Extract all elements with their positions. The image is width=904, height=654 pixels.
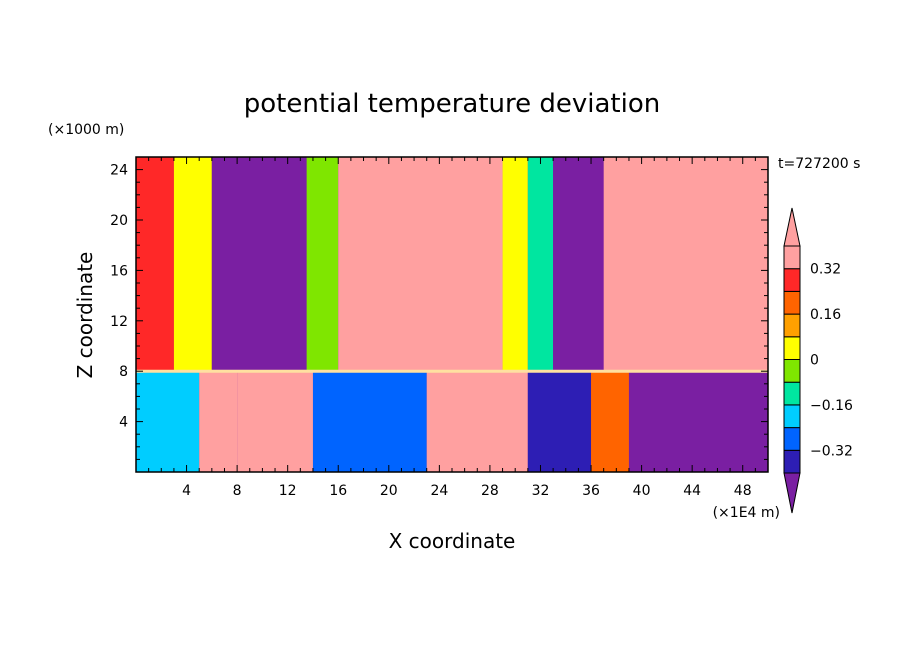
y-tick-label: 24 bbox=[110, 163, 128, 179]
y-axis-label: Z coordinate bbox=[73, 252, 97, 379]
upper-layer-region bbox=[338, 157, 503, 372]
lower-layer-region bbox=[312, 371, 427, 472]
lower-layer-region bbox=[628, 371, 768, 472]
colorbar: 0.32 0.16 0 −0.16 −0.32 bbox=[783, 207, 853, 514]
x-axis-label: X coordinate bbox=[389, 529, 516, 553]
colorbar-box bbox=[783, 268, 801, 292]
y-tick-label: 12 bbox=[110, 314, 128, 330]
colorbar-min-arrow bbox=[783, 472, 801, 514]
lower-layer-region bbox=[237, 371, 313, 472]
x-axis: 4 8 12 16 20 24 28 32 36 40 44 48 bbox=[148, 157, 756, 499]
colorbar-box bbox=[783, 404, 801, 429]
x-tick-label: 36 bbox=[582, 483, 600, 499]
contour-fill bbox=[136, 157, 768, 472]
y-tick-label: 16 bbox=[110, 263, 128, 279]
colorbar-label: 0 bbox=[810, 353, 819, 369]
x-tick-label: 16 bbox=[329, 483, 347, 499]
colorbar-label: 0.32 bbox=[810, 262, 841, 278]
y-axis: 4 8 12 16 20 24 bbox=[110, 163, 768, 460]
colorbar-box bbox=[783, 449, 801, 474]
upper-layer-region bbox=[527, 157, 554, 372]
x-tick-label: 28 bbox=[481, 483, 499, 499]
colorbar-box bbox=[783, 290, 801, 315]
colorbar-max-arrow bbox=[783, 207, 801, 247]
colorbar-box bbox=[783, 313, 801, 338]
lower-layer-region bbox=[591, 371, 629, 472]
y-tick-label: 8 bbox=[119, 364, 128, 380]
x-tick-label: 32 bbox=[532, 483, 550, 499]
upper-layer-region bbox=[502, 157, 528, 372]
lower-layer-region bbox=[199, 371, 238, 472]
y-unit-label: (×1000 m) bbox=[48, 122, 124, 138]
x-unit-label: (×1E4 m) bbox=[713, 505, 780, 521]
lower-layer-region bbox=[136, 371, 200, 472]
y-tick-label: 4 bbox=[119, 415, 128, 431]
y-tick-label: 20 bbox=[110, 213, 128, 229]
chart-title: potential temperature deviation bbox=[244, 89, 660, 119]
x-tick-label: 48 bbox=[734, 483, 752, 499]
colorbar-box bbox=[783, 245, 801, 270]
colorbar-box bbox=[783, 359, 801, 383]
colorbar-box bbox=[783, 427, 801, 451]
colorbar-label: −0.16 bbox=[810, 398, 853, 414]
x-tick-label: 20 bbox=[380, 483, 398, 499]
x-tick-label: 4 bbox=[182, 483, 191, 499]
time-label: t=727200 s bbox=[778, 156, 860, 172]
upper-layer-region bbox=[603, 157, 768, 372]
colorbar-label: −0.32 bbox=[810, 443, 853, 459]
lower-layer-region bbox=[426, 371, 528, 472]
upper-layer-region bbox=[306, 157, 339, 372]
colorbar-box bbox=[783, 381, 801, 406]
colorbar-box bbox=[783, 336, 801, 360]
upper-layer-region bbox=[136, 157, 174, 372]
x-tick-label: 8 bbox=[233, 483, 242, 499]
upper-layer-region bbox=[173, 157, 212, 372]
lower-layer-region bbox=[527, 371, 592, 472]
x-tick-label: 24 bbox=[430, 483, 448, 499]
upper-layer-region bbox=[553, 157, 604, 372]
x-tick-label: 40 bbox=[633, 483, 651, 499]
x-tick-label: 44 bbox=[683, 483, 701, 499]
colorbar-label: 0.16 bbox=[810, 307, 841, 323]
x-tick-label: 12 bbox=[279, 483, 297, 499]
upper-layer-region bbox=[211, 157, 307, 372]
